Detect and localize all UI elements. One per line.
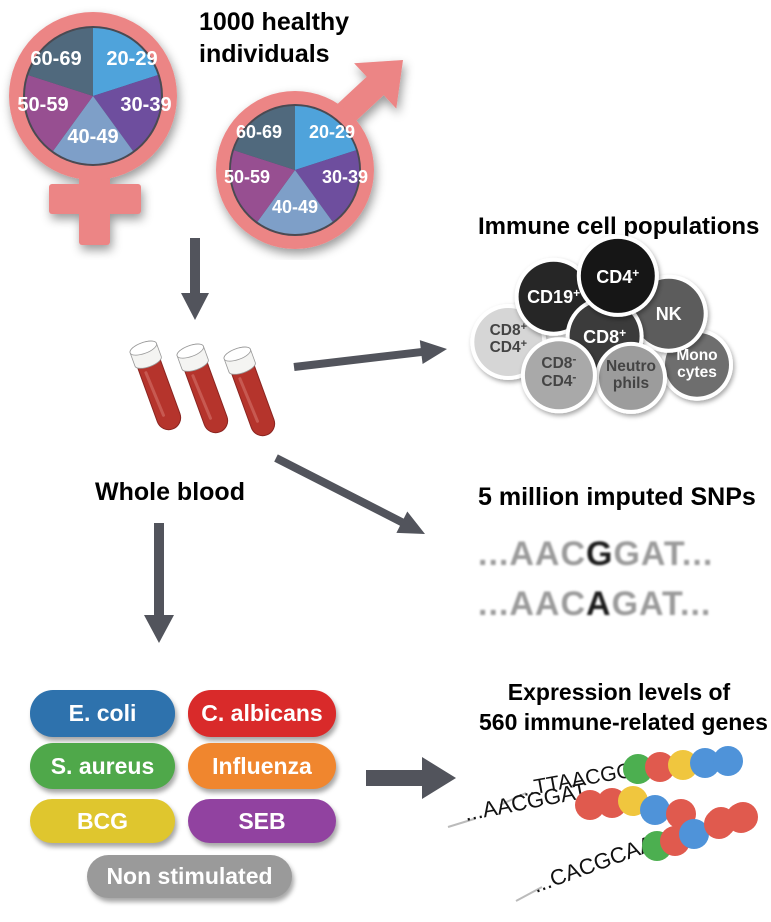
svg-text:...CACGCAA: ...CACGCAA <box>529 831 657 898</box>
